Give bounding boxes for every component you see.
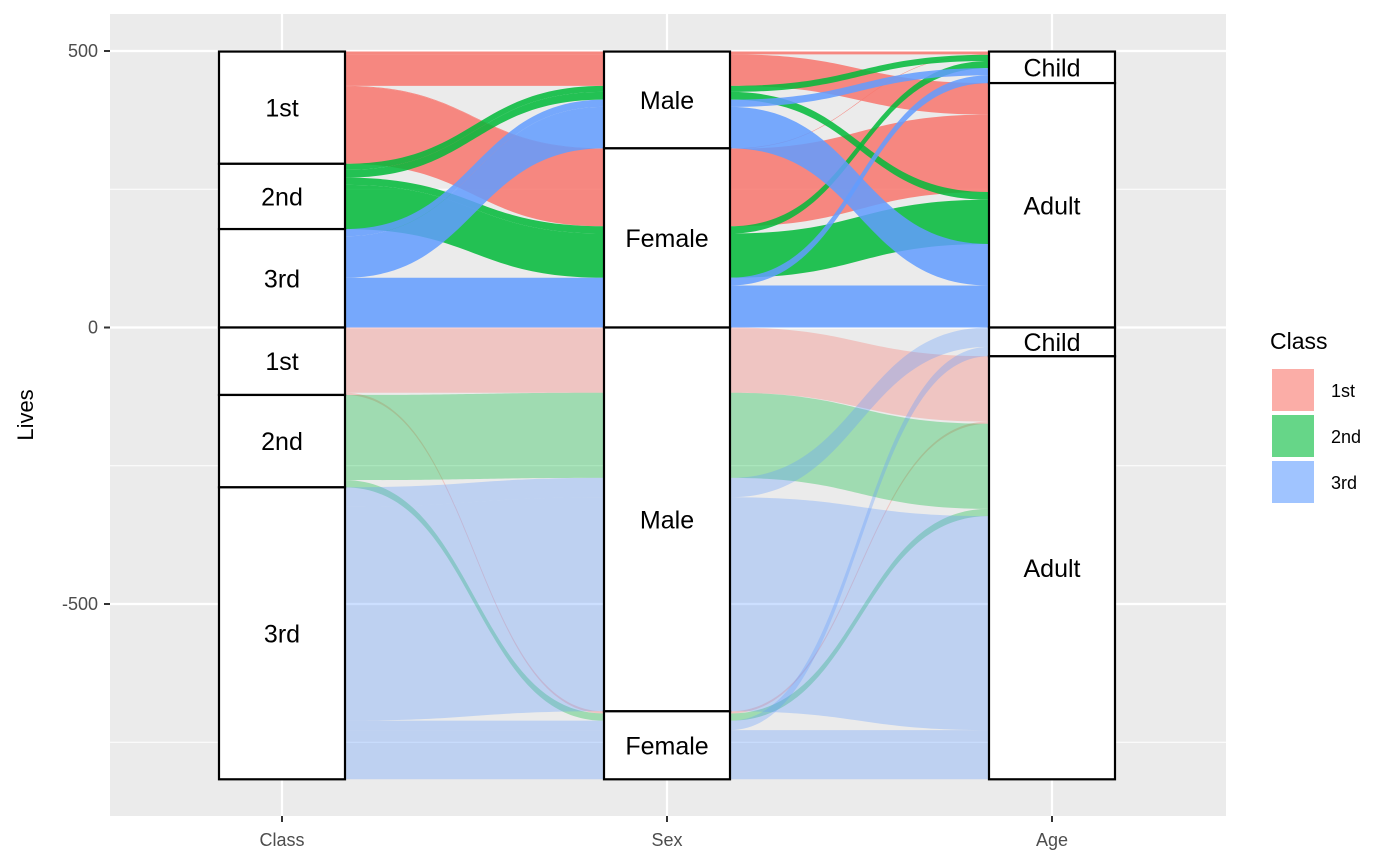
- legend-swatch-1st: [1272, 369, 1314, 411]
- strata-layer: 1st 2nd 3rd Male Female Child Adult 1st 2nd 3rd Ma…: [217, 50, 1117, 781]
- x-tick-label: Sex: [651, 830, 682, 850]
- flow-s-2-f-a-0: [345, 184, 604, 278]
- stratum-label: Male: [640, 506, 694, 534]
- stratum-label: 3rd: [264, 620, 300, 648]
- x-tick-label: Class: [259, 830, 304, 850]
- stratum-sex-male: [602, 326, 732, 713]
- flow-d-2-f-a-0: [345, 480, 604, 721]
- stratum-label: 3rd: [264, 265, 300, 293]
- flow-d-1-f-a-0: [345, 392, 604, 714]
- flow-s-2-m-a-1: [730, 91, 989, 200]
- flow-s-1-f-c-1: [730, 54, 989, 149]
- flow-d-1-m-a-1: [730, 327, 989, 422]
- stratum-label: 2nd: [261, 183, 303, 211]
- y-tick-label: 500: [68, 41, 98, 61]
- flow-d-3-m-c-0: [345, 477, 604, 507]
- stratum-age-adult: [987, 81, 1117, 329]
- stratum-sex-female: [602, 147, 732, 329]
- axes-layer: 500 0 -500 Class Sex Age: [62, 41, 1068, 850]
- x-tick-label: Age: [1036, 830, 1068, 850]
- stratum-sex-male: [602, 50, 732, 150]
- stratum-label: Female: [625, 732, 708, 760]
- stratum-class-3rd: [217, 486, 347, 781]
- flow-s-3-f-c-0: [345, 277, 604, 286]
- flow-s-1-f-a-0: [345, 86, 604, 227]
- flow-d-3-f-a-0: [345, 730, 604, 780]
- legend-label: 1st: [1331, 381, 1355, 401]
- flow-s-3-m-a-0: [345, 106, 604, 278]
- stratum-age-adult: [987, 355, 1117, 781]
- y-tick-label: 0: [88, 318, 98, 338]
- flow-d-1-f-a-1: [730, 421, 989, 714]
- stratum-label: Adult: [1024, 555, 1081, 583]
- flow-d-3-m-c-1: [730, 327, 989, 498]
- flow-s-1-m-c-0: [345, 51, 604, 55]
- stratum-label: 2nd: [261, 428, 303, 456]
- legend-label: 2nd: [1331, 427, 1361, 447]
- flow-s-1-m-c-1: [730, 51, 989, 55]
- flow-s-3-m-c-1: [730, 68, 989, 107]
- flow-s-1-f-c-0: [345, 85, 604, 149]
- flow-s-2-m-a-0: [345, 91, 604, 178]
- stratum-label: Child: [1024, 329, 1081, 357]
- stratum-age-child: [987, 50, 1117, 85]
- stratum-class-2nd: [217, 393, 347, 489]
- stratum-label: Child: [1024, 54, 1081, 82]
- flow-d-2-m-a-0: [345, 392, 604, 481]
- flow-s-1-m-a-0: [345, 54, 604, 86]
- stratum-class-1st: [217, 326, 347, 397]
- stratum-label: 1st: [265, 348, 298, 376]
- flow-d-1-m-a-0: [345, 327, 604, 393]
- flow-s-2-m-c-0: [345, 85, 604, 170]
- stratum-age-child: [987, 326, 1117, 358]
- flow-d-3-f-a-1: [730, 730, 989, 780]
- stratum-class-3rd: [217, 227, 347, 329]
- legend-swatch-2nd: [1272, 415, 1314, 457]
- stratum-label: Adult: [1024, 192, 1081, 220]
- flow-d-2-f-a-1: [730, 508, 989, 721]
- flow-s-3-f-a-1: [730, 285, 989, 328]
- flow-d-3-m-a-0: [345, 497, 604, 721]
- legend-title: Class: [1270, 328, 1328, 354]
- flow-d-3-f-c-1: [730, 346, 989, 731]
- flow-d-3-m-a-1: [730, 497, 989, 731]
- flow-s-3-m-c-0: [345, 99, 604, 237]
- legend: Class 1st 2nd 3rd: [1270, 328, 1361, 503]
- stratum-sex-female: [602, 710, 732, 781]
- stratum-class-2nd: [217, 162, 347, 231]
- y-tick-label: -500: [62, 594, 98, 614]
- stratum-label: Female: [625, 225, 708, 253]
- flow-d-2-m-a-1: [730, 392, 989, 509]
- flow-s-2-m-c-1: [730, 54, 989, 92]
- legend-label: 3rd: [1331, 473, 1357, 493]
- flow-s-3-m-a-1: [730, 106, 989, 286]
- flow-s-1-f-a-1: [730, 114, 989, 227]
- stratum-label: Male: [640, 87, 694, 115]
- flow-d-3-f-c-0: [345, 720, 604, 731]
- stratum-label: 1st: [265, 95, 298, 123]
- legend-swatch-3rd: [1272, 461, 1314, 503]
- flow-s-3-f-a-0: [345, 285, 604, 328]
- y-axis-title: Lives: [13, 389, 38, 440]
